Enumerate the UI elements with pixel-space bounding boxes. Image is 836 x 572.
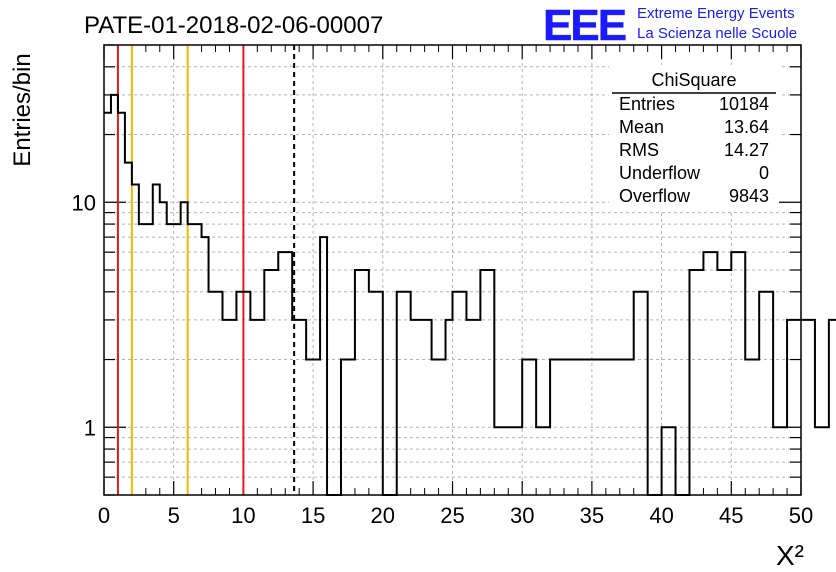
stats-label-rms: RMS	[619, 140, 659, 160]
stats-value-underflow: 0	[759, 163, 769, 183]
stats-value-rms: 14.27	[724, 140, 769, 160]
x-tick-label: 0	[98, 503, 110, 528]
x-tick-label: 5	[168, 503, 180, 528]
plot-frame	[103, 44, 802, 496]
x-axis-label: X²	[776, 540, 804, 571]
stats-value-mean: 13.64	[724, 117, 769, 137]
x-tick-label: 30	[510, 503, 534, 528]
x-tick-label: 25	[440, 503, 464, 528]
logo-line-1: Extreme Energy Events	[637, 5, 795, 22]
x-tick-label: 50	[789, 503, 813, 528]
x-tick-label: 35	[580, 503, 604, 528]
eee-logo: EEE	[543, 1, 626, 50]
x-tick-label: 40	[649, 503, 673, 528]
reference-lines	[116, 45, 296, 495]
x-tick-label: 45	[719, 503, 743, 528]
x-tick-label: 10	[231, 503, 255, 528]
x-tick-label: 20	[371, 503, 395, 528]
y-tick-label: 10	[72, 190, 96, 215]
stats-label-underflow: Underflow	[619, 163, 701, 183]
stats-label-overflow: Overflow	[619, 186, 691, 206]
stats-label-entries: Entries	[619, 94, 675, 114]
y-tick-label: 1	[84, 415, 96, 440]
logo-line-2: La Scienza nelle Scuole	[637, 25, 797, 42]
stats-label-mean: Mean	[619, 117, 664, 137]
grid-lines	[104, 44, 801, 496]
histogram-series-line	[104, 93, 836, 496]
stats-value-entries: 10184	[719, 94, 769, 114]
y-tick-labels: 1 10	[72, 190, 96, 440]
stats-box: ChiSquare Entries 10184 Mean 13.64 RMS 1…	[609, 65, 779, 210]
x-tick-label: 15	[301, 503, 325, 528]
stats-title: ChiSquare	[651, 70, 736, 90]
chart-title: PATE-01-2018-02-06-00007	[84, 12, 383, 39]
x-tick-labels: 0 5 10 15 20 25 30 35 40 45 50	[98, 503, 813, 528]
y-axis-label: Entries/bin	[9, 53, 36, 166]
stats-value-overflow: 9843	[729, 186, 769, 206]
